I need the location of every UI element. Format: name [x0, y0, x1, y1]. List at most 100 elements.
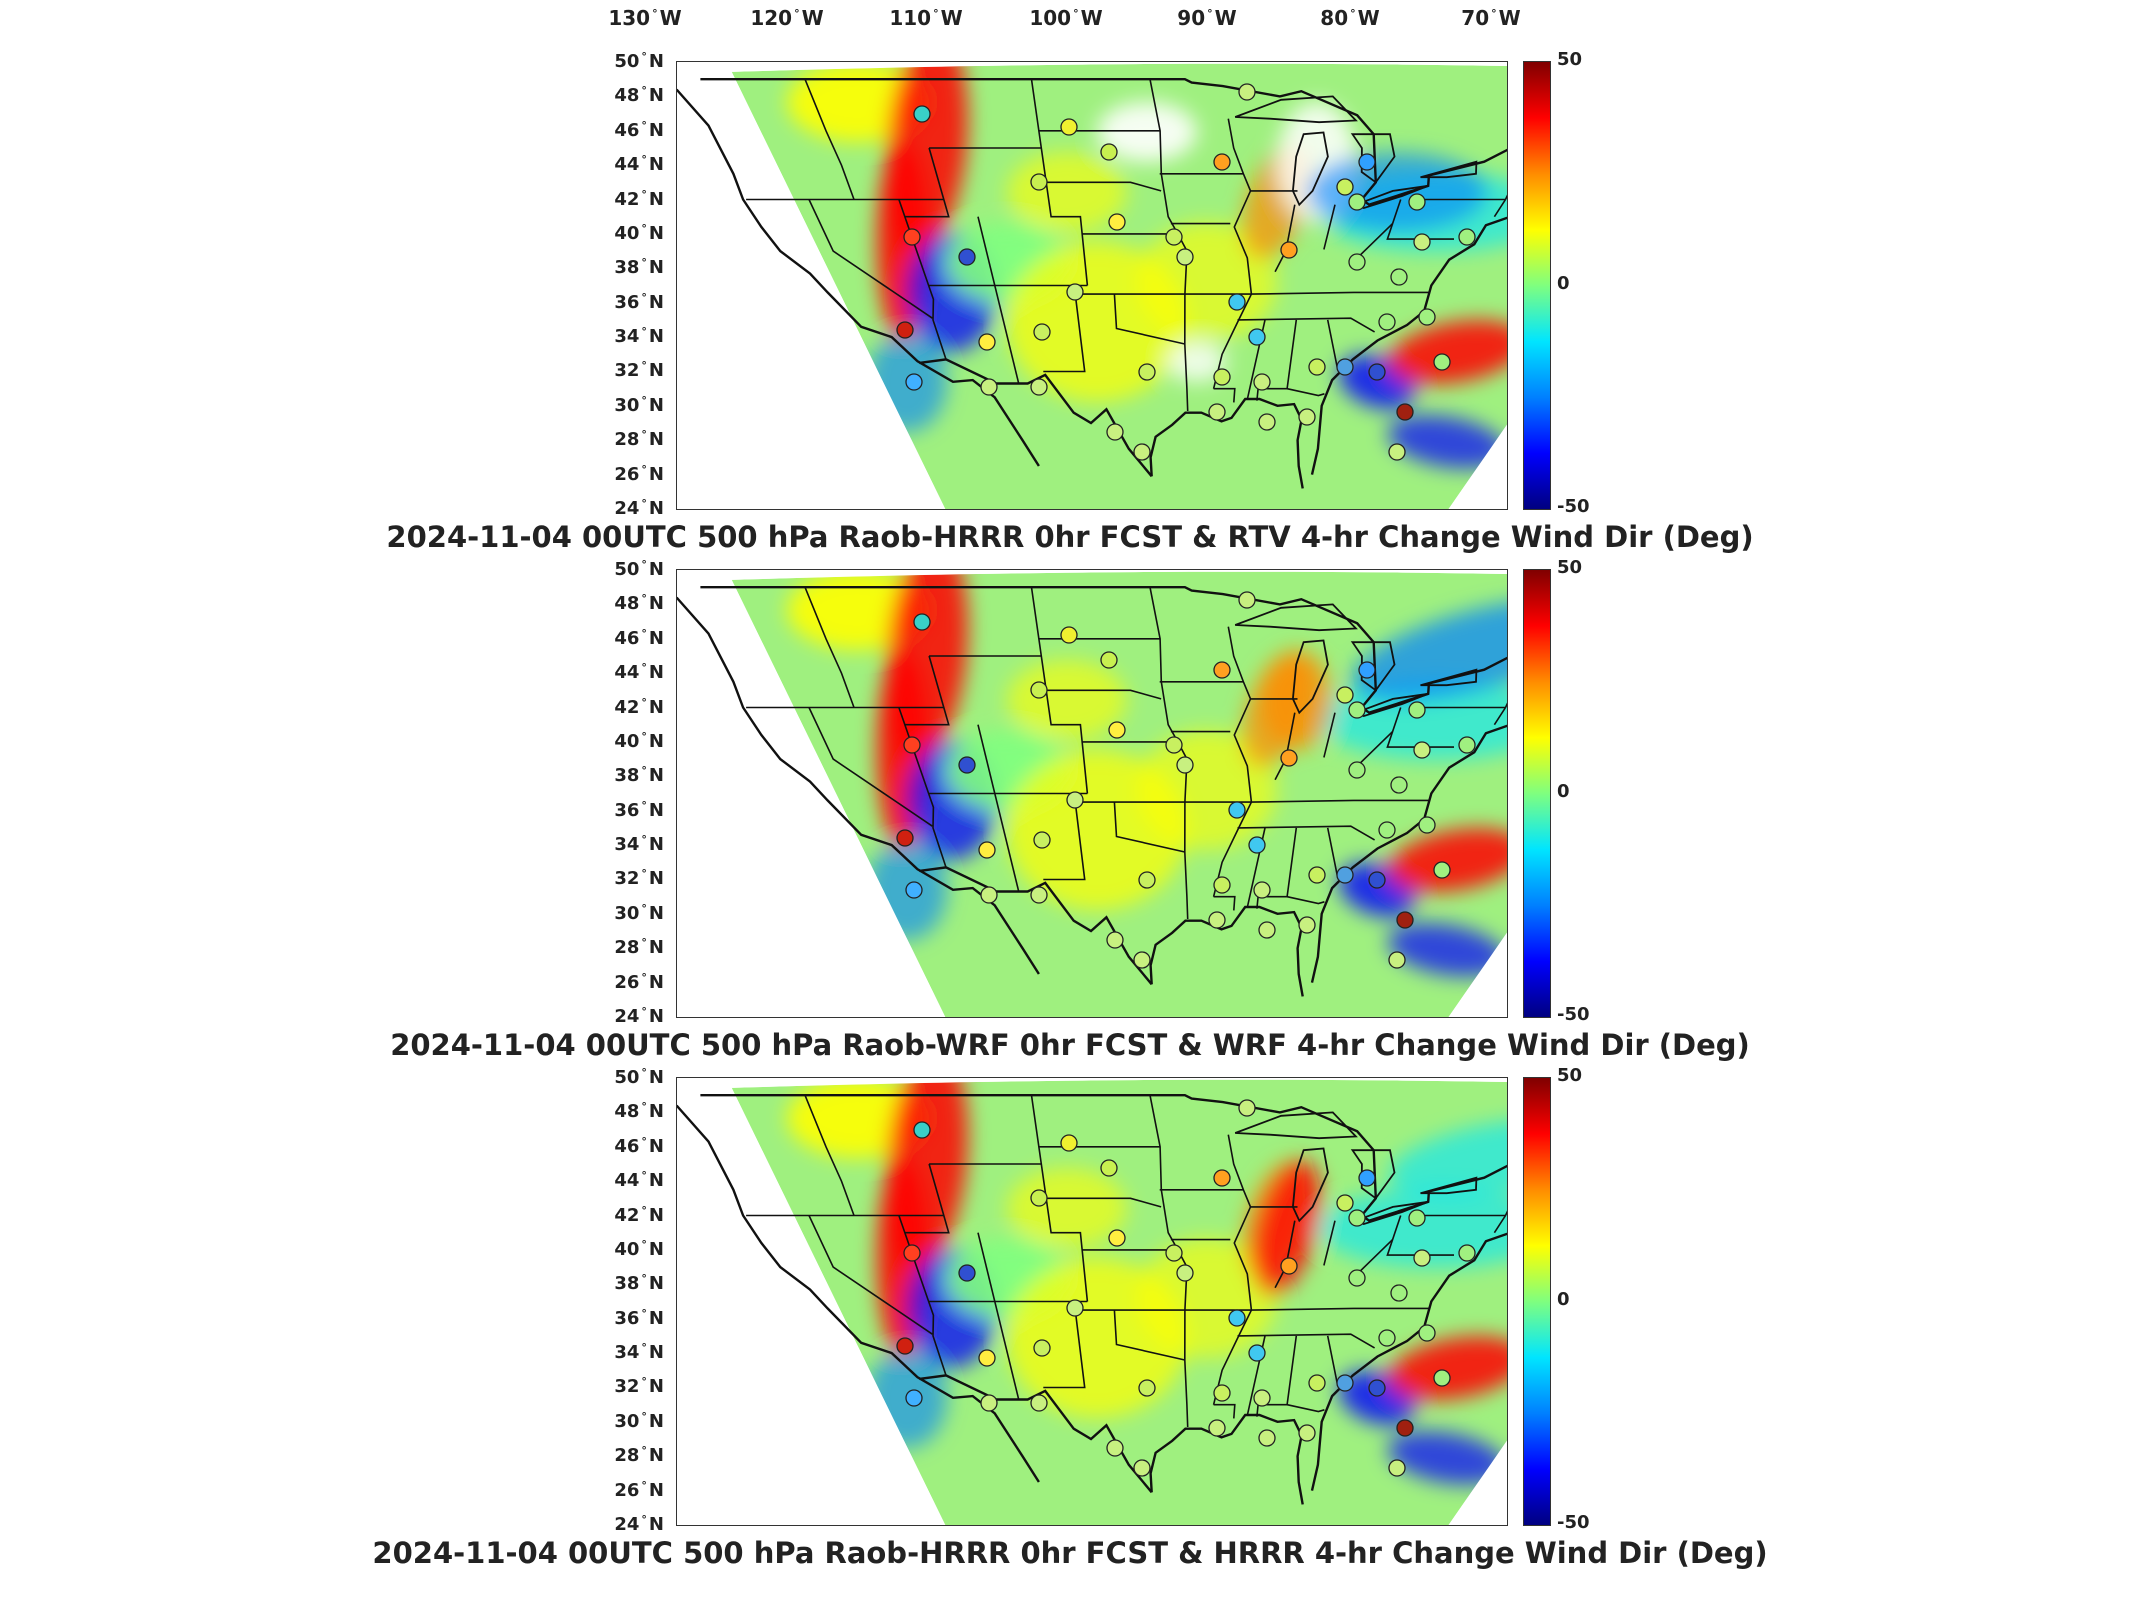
longitude-label: 100 ° W — [1029, 6, 1103, 30]
wind-dir-anomaly-patch — [1007, 1168, 1127, 1248]
latitude-label: 42 ° N — [614, 695, 664, 718]
raob-station-marker — [1433, 861, 1451, 879]
latitude-label: 50 ° N — [614, 50, 664, 72]
latitude-label: 48 ° N — [614, 592, 664, 615]
raob-station-marker — [1258, 921, 1276, 939]
raob-station-marker — [1348, 1269, 1366, 1287]
raob-station-marker — [896, 1337, 914, 1355]
raob-station-marker — [913, 1121, 931, 1139]
raob-station-marker — [958, 756, 976, 774]
latitude-label: 40 ° N — [614, 221, 664, 244]
raob-station-marker — [1106, 931, 1124, 949]
latitude-label: 34 ° N — [614, 833, 664, 856]
longitude-label: 110 ° W — [889, 6, 963, 30]
raob-station-marker — [1213, 661, 1231, 679]
raob-station-marker — [1213, 876, 1231, 894]
raob-station-marker — [1030, 681, 1048, 699]
latitude-label: 44 ° N — [614, 661, 664, 684]
wind-direction-field — [731, 63, 1507, 509]
wind-dir-anomaly-patch — [1007, 660, 1127, 740]
latitude-label: 26 ° N — [614, 1478, 664, 1501]
raob-station-marker — [1336, 1194, 1354, 1212]
latitude-label: 30 ° N — [614, 1409, 664, 1432]
raob-station-marker — [1138, 871, 1156, 889]
colorbar-tick-label: -50 — [1557, 1512, 1590, 1533]
raob-station-marker — [1228, 1309, 1246, 1327]
raob-station-marker — [1176, 1264, 1194, 1282]
latitude-label: 36 ° N — [614, 1306, 664, 1329]
raob-station-marker — [1358, 153, 1376, 171]
colorbar-tick-label: 0 — [1557, 1288, 1570, 1310]
raob-station-marker — [1208, 1419, 1226, 1437]
raob-station-marker — [1033, 1339, 1051, 1357]
raob-station-marker — [1030, 378, 1048, 396]
raob-station-marker — [903, 1244, 921, 1262]
raob-station-marker — [1308, 866, 1326, 884]
raob-station-marker — [1133, 443, 1151, 461]
panel-title: 2024-11-04 00UTC 500 hPa Raob-HRRR 0hr F… — [386, 520, 1754, 554]
raob-station-marker — [1213, 1169, 1231, 1187]
raob-station-marker — [1238, 1099, 1256, 1117]
latitude-label: 36 ° N — [614, 290, 664, 313]
raob-station-marker — [1396, 1419, 1414, 1437]
raob-station-marker — [903, 736, 921, 754]
latitude-label: 36 ° N — [614, 798, 664, 821]
raob-station-marker — [896, 829, 914, 847]
raob-station-marker — [1060, 1134, 1078, 1152]
wind-dir-anomaly-patch — [1387, 415, 1507, 469]
raob-station-marker — [896, 321, 914, 339]
raob-station-marker — [1298, 916, 1316, 934]
raob-stations — [896, 83, 1476, 461]
colorbar-tick-label: 0 — [1557, 780, 1570, 802]
raob-station-marker — [1030, 173, 1048, 191]
colorbar — [1523, 61, 1551, 510]
latitude-label: 48 ° N — [614, 84, 664, 107]
raob-station-marker — [1390, 1284, 1408, 1302]
latitude-label: 32 ° N — [614, 867, 664, 890]
raob-station-marker — [1108, 1229, 1126, 1247]
latitude-label: 50 ° N — [614, 1066, 664, 1088]
raob-station-marker — [1238, 83, 1256, 101]
wind-dir-anomaly-patch — [1387, 320, 1507, 384]
wind-direction-map — [676, 569, 1508, 1018]
latitude-label: 24 ° N — [614, 497, 664, 519]
raob-station-marker — [1253, 373, 1271, 391]
raob-station-marker — [1336, 686, 1354, 704]
raob-station-marker — [1408, 1209, 1426, 1227]
wind-dir-anomaly-patch — [1351, 598, 1507, 702]
raob-station-marker — [1106, 1439, 1124, 1457]
raob-station-marker — [913, 105, 931, 123]
raob-station-marker — [1298, 408, 1316, 426]
latitude-label: 30 ° N — [614, 901, 664, 924]
colorbar — [1523, 569, 1551, 1018]
latitude-label: 28 ° N — [614, 428, 664, 451]
latitude-label: 28 ° N — [614, 1444, 664, 1467]
raob-station-marker — [1390, 776, 1408, 794]
raob-station-marker — [1433, 1369, 1451, 1387]
raob-station-marker — [1413, 233, 1431, 251]
raob-station-marker — [1030, 1394, 1048, 1412]
wind-dir-anomaly-patch — [1307, 152, 1487, 232]
wind-dir-anomaly-patch — [1007, 152, 1127, 232]
raob-station-marker — [1248, 328, 1266, 346]
raob-station-marker — [1378, 1329, 1396, 1347]
latitude-label: 44 ° N — [614, 1169, 664, 1192]
raob-station-marker — [1228, 801, 1246, 819]
raob-station-marker — [1388, 443, 1406, 461]
wind-dir-anomaly-patch — [1387, 828, 1507, 892]
raob-station-marker — [1396, 911, 1414, 929]
raob-station-marker — [1418, 308, 1436, 326]
raob-station-marker — [1248, 1344, 1266, 1362]
raob-station-marker — [1368, 871, 1386, 889]
raob-station-marker — [1100, 1159, 1118, 1177]
raob-station-marker — [978, 333, 996, 351]
raob-station-marker — [1458, 228, 1476, 246]
raob-station-marker — [1396, 403, 1414, 421]
latitude-label: 38 ° N — [614, 1272, 664, 1295]
raob-station-marker — [1458, 1244, 1476, 1262]
raob-station-marker — [1348, 253, 1366, 271]
latitude-label: 26 ° N — [614, 462, 664, 485]
raob-stations — [896, 1099, 1476, 1477]
raob-station-marker — [958, 1264, 976, 1282]
wind-dir-anomaly-patch — [1387, 1336, 1507, 1400]
